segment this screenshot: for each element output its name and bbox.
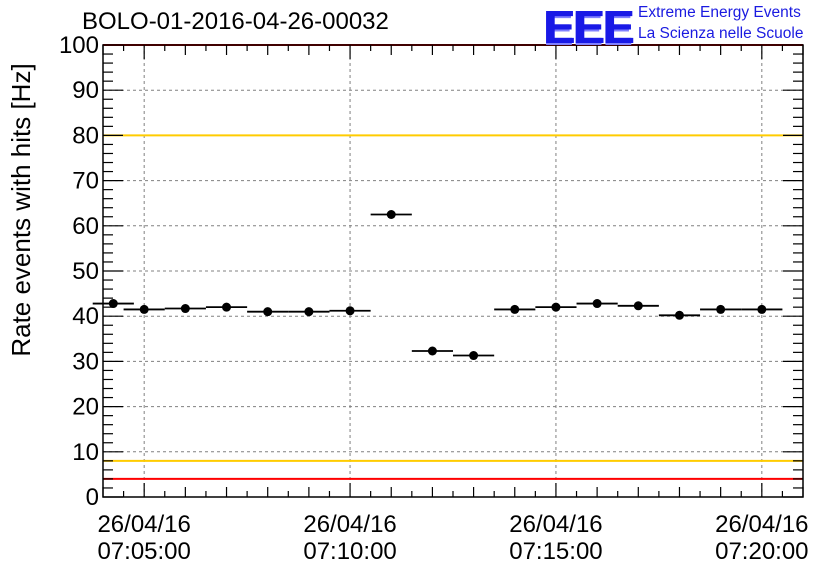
x-tick-label-date: 26/04/16 — [509, 511, 602, 538]
grid-layer — [103, 45, 803, 497]
y-axis-label: Rate events with hits [Hz] — [6, 63, 36, 356]
data-point — [658, 310, 701, 320]
data-point — [453, 351, 495, 361]
x-tick-label-time: 07:05:00 — [97, 538, 190, 565]
data-point — [92, 299, 134, 309]
data-point — [123, 304, 165, 314]
y-tick-label: 60 — [72, 213, 99, 240]
data-point — [329, 306, 371, 316]
data-point-marker — [510, 304, 520, 314]
x-tick-label-time: 07:10:00 — [303, 538, 396, 565]
data-point-marker — [592, 299, 602, 309]
data-point-marker — [469, 351, 479, 361]
y-tick-label: 20 — [72, 394, 99, 421]
y-tick-label: 50 — [72, 258, 99, 285]
data-point-marker — [263, 307, 273, 317]
eee-logo-letters: EEE — [543, 1, 633, 53]
data-point — [247, 307, 289, 317]
y-tick-label: 80 — [72, 122, 99, 149]
reference-lines — [103, 44, 803, 480]
data-point — [164, 304, 206, 314]
data-point-marker — [345, 306, 355, 316]
y-tick-label: 90 — [72, 77, 99, 104]
eee-logo: EEE Extreme Energy Events La Scienza nel… — [543, 1, 833, 53]
data-point — [700, 304, 742, 314]
x-tick-label-time: 07:20:00 — [715, 538, 808, 565]
data-point — [205, 302, 248, 312]
logo-tagline-1: Extreme Energy Events — [638, 4, 801, 21]
data-point-marker — [674, 310, 684, 320]
x-tick-label-date: 26/04/16 — [303, 511, 396, 538]
data-point — [494, 304, 536, 314]
data-point-marker — [180, 304, 190, 314]
y-tick-label: 30 — [72, 348, 99, 375]
y-tick-label: 100 — [59, 32, 99, 59]
x-tick-label-date: 26/04/16 — [97, 511, 190, 538]
data-point-marker — [108, 299, 118, 309]
logo-tagline-2: La Scienza nelle Scuole — [638, 25, 804, 42]
data-point-marker — [633, 301, 643, 311]
y-tick-label: 0 — [86, 484, 99, 511]
data-point — [576, 299, 618, 309]
data-point — [370, 210, 412, 219]
data-point-marker — [304, 307, 314, 317]
data-point-marker — [139, 304, 149, 314]
data-point-marker — [551, 302, 561, 312]
data-point-marker — [716, 304, 726, 314]
data-point-marker — [757, 304, 767, 314]
data-point — [288, 307, 330, 317]
data-point — [411, 346, 453, 356]
data-point-marker — [386, 210, 396, 219]
tick-marks — [102, 44, 804, 498]
data-points — [92, 210, 783, 361]
data-point-marker — [427, 346, 437, 356]
x-tick-label-time: 07:15:00 — [509, 538, 602, 565]
data-point-marker — [222, 302, 232, 312]
data-point — [617, 301, 659, 311]
data-point — [741, 304, 783, 314]
y-tick-label: 40 — [72, 303, 99, 330]
chart-title: BOLO-01-2016-04-26-00032 — [82, 8, 389, 35]
y-tick-label: 10 — [72, 439, 99, 466]
y-tick-label: 70 — [72, 168, 99, 195]
x-tick-label-date: 26/04/16 — [715, 511, 808, 538]
data-point — [535, 302, 577, 312]
tick-labels: 010203040506070809010026/04/1607:05:0026… — [59, 32, 809, 565]
